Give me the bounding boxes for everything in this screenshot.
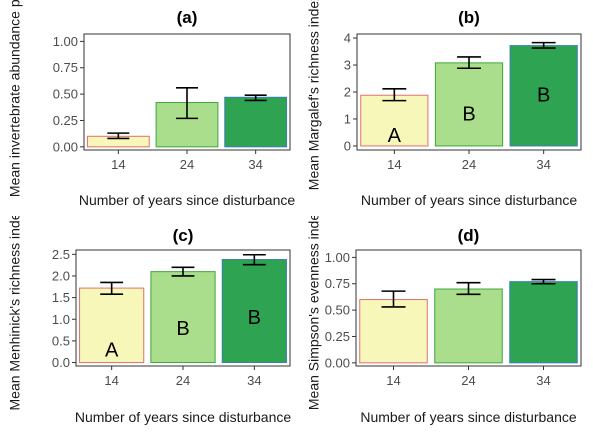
panel-title: (b) xyxy=(458,8,480,27)
bar-24 xyxy=(150,271,216,364)
y-tick-label: 0.5 xyxy=(52,333,70,348)
y-label-group: Mean invertebrate abundance per xyxy=(7,0,23,197)
x-tick-label: 14 xyxy=(104,373,118,388)
panel-title: (d) xyxy=(458,226,480,245)
chart-panel-3: 0.00 0.25 0.50 0.75 1.00 14 24 34 (d) Number of y… xyxy=(306,206,582,425)
x-tick-label: 24 xyxy=(461,373,475,388)
x-tick-label: 34 xyxy=(247,373,261,388)
bar-34 xyxy=(509,281,578,364)
y-label-group: Mean Simpson's evenness index xyxy=(306,206,322,410)
significance-letter: A xyxy=(388,125,402,147)
y-tick-label: 4 xyxy=(344,31,351,46)
y-tick-label: 3 xyxy=(344,58,351,73)
panel-title: (c) xyxy=(173,226,194,245)
x-axis-label: Number of years since disturbance xyxy=(361,192,578,208)
y-tick-label: 0.25 xyxy=(325,329,350,344)
panel-title: (a) xyxy=(177,8,198,27)
y-tick-label: 0.75 xyxy=(53,60,78,75)
bar-34 xyxy=(224,96,288,148)
y-tick-label: 2.0 xyxy=(52,268,70,283)
y-tick-label: 2.5 xyxy=(52,247,70,262)
bar-34 xyxy=(509,45,578,147)
y-tick-label: 1.5 xyxy=(52,290,70,305)
y-tick-label: 0.0 xyxy=(52,355,70,370)
significance-letter: B xyxy=(248,307,261,329)
x-tick-label: 34 xyxy=(536,373,550,388)
y-axis-label: Mean Menhinick's richness index xyxy=(7,206,23,411)
bar-14 xyxy=(359,299,428,364)
y-tick-label: 0.50 xyxy=(53,87,78,102)
y-tick-label: 0.75 xyxy=(325,276,350,291)
chart-panel-0: 0.00 0.25 0.50 0.75 1.00 14 24 34 (a) Number of y… xyxy=(7,0,296,208)
y-axis-label: Mean invertebrate abundance per xyxy=(7,0,23,197)
x-tick-label: 14 xyxy=(387,157,401,172)
y-tick-label: 1.00 xyxy=(325,250,350,265)
x-tick-label: 24 xyxy=(180,157,194,172)
x-tick-label: 14 xyxy=(111,157,125,172)
x-tick-label: 34 xyxy=(248,157,262,172)
y-tick-label: 1.0 xyxy=(52,312,70,327)
significance-letter: A xyxy=(105,340,119,362)
x-tick-label: 24 xyxy=(176,373,190,388)
chart-panel-2: 0.0 0.5 1.0 1.5 2.0 2.5 14 A 24 B 34 B (c) Number of … xyxy=(7,206,292,425)
significance-letter: B xyxy=(462,104,475,126)
y-axis-label: Mean Simpson's evenness index xyxy=(306,206,322,410)
x-axis-label: Number of years since disturbance xyxy=(360,409,577,425)
y-label-group: Mean Menhinick's richness index xyxy=(7,206,23,411)
x-tick-label: 24 xyxy=(462,157,476,172)
y-tick-label: 2 xyxy=(344,85,351,100)
x-axis-label: Number of years since disturbance xyxy=(79,192,296,208)
bar-24 xyxy=(434,288,503,364)
significance-letter: B xyxy=(537,85,550,107)
y-axis-label: Mean Margalef's richness index xyxy=(306,0,322,190)
x-axis-label: Number of years since disturbance xyxy=(75,409,292,425)
y-tick-label: 0.00 xyxy=(53,139,78,154)
significance-letter: B xyxy=(176,318,189,340)
y-tick-label: 1 xyxy=(344,111,351,126)
y-tick-label: 0.25 xyxy=(53,113,78,128)
y-tick-label: 0 xyxy=(344,138,351,153)
y-label-group: Mean Margalef's richness index xyxy=(306,0,322,190)
bar-14 xyxy=(360,94,429,147)
bar-14 xyxy=(79,287,145,364)
x-tick-label: 34 xyxy=(536,157,550,172)
y-tick-label: 0.00 xyxy=(325,355,350,370)
y-tick-label: 0.50 xyxy=(325,303,350,318)
bar-24 xyxy=(434,62,504,147)
y-tick-label: 1.00 xyxy=(53,34,78,49)
x-tick-label: 14 xyxy=(386,373,400,388)
